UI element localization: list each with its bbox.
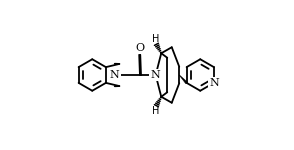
Text: N: N: [150, 70, 160, 80]
Text: H: H: [152, 106, 159, 116]
Text: N: N: [110, 70, 120, 80]
Text: H: H: [152, 34, 159, 44]
Polygon shape: [179, 75, 188, 84]
Text: N: N: [209, 78, 219, 88]
Text: O: O: [136, 43, 145, 53]
